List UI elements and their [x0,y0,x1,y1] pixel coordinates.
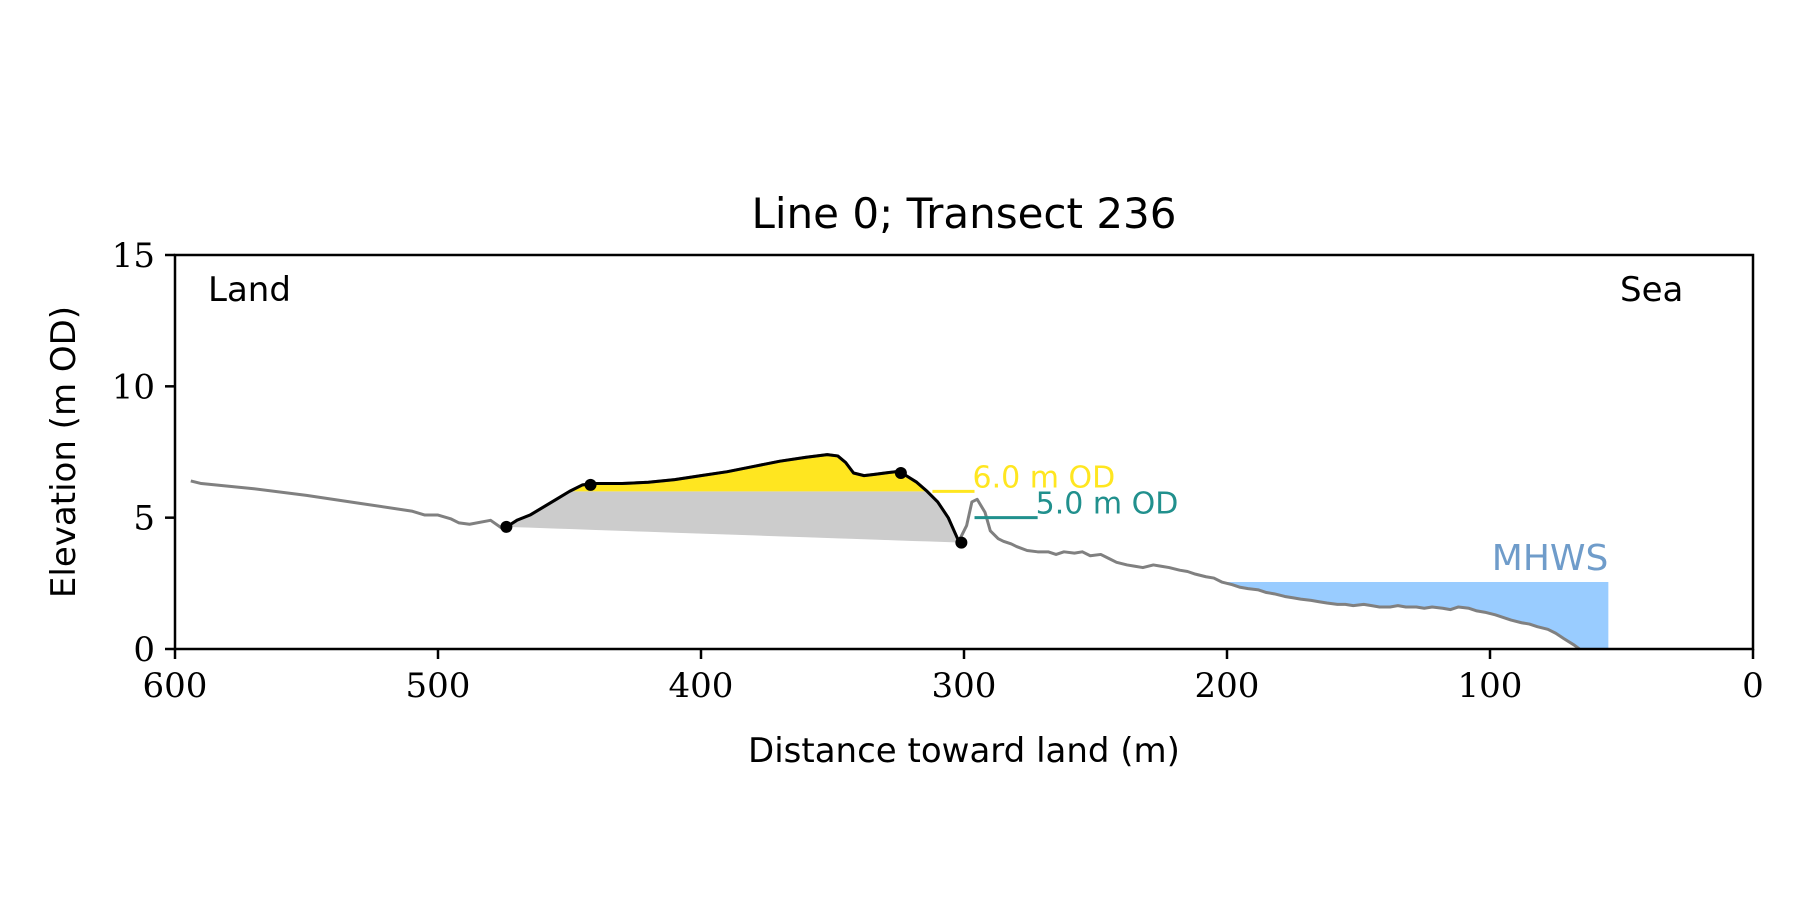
y-tick-label-2: 10 [112,367,155,407]
land-annotation: Land [208,270,291,310]
y-tick-label-3: 15 [112,236,155,276]
x-tick-label-2: 400 [669,666,734,706]
dune-point-3 [955,536,968,549]
x-axis-label: Distance toward land (m) [748,731,1180,771]
mhws-label: MHWS [1492,538,1609,579]
dune-point-2 [894,467,907,480]
plot-layer: 6.0 m OD5.0 m OD MHWS [190,453,1609,651]
volume-below-6m-area [506,491,962,543]
dune-profile-line [505,453,963,544]
chart-title: Line 0; Transect 236 [751,189,1176,238]
sea-annotation: Sea [1620,270,1683,310]
x-tick-label-5: 100 [1458,666,1523,706]
x-tick-label-3: 300 [932,666,997,706]
axes-layer: 600 500 400 300 200 100 0 0 5 10 15 [112,236,1764,706]
dune-point-1 [584,478,597,491]
y-tick-label-0: 0 [133,630,155,670]
y-tick-label-1: 5 [133,499,155,539]
level-label-0: 6.0 m OD [973,460,1116,495]
volume-above-6m-area [506,454,962,492]
x-tick-label-6: 0 [1742,666,1764,706]
dune-point-0 [500,520,513,533]
x-tick-label-4: 200 [1195,666,1260,706]
level-label-1: 5.0 m OD [1036,487,1179,522]
x-tick-label-0: 600 [143,666,208,706]
mhws-water-area [1221,582,1609,649]
x-tick-label-1: 500 [406,666,471,706]
y-axis-label: Elevation (m OD) [44,306,84,598]
